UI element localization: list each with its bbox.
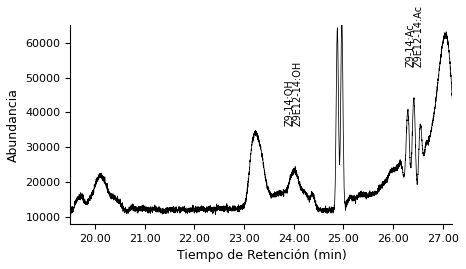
Text: Z9E12-14:OH: Z9E12-14:OH [293,61,302,126]
Text: Z9-14:OH: Z9-14:OH [285,80,295,126]
Y-axis label: Abundancia: Abundancia [7,88,20,162]
Text: Z9E12-14:Ac: Z9E12-14:Ac [414,5,424,67]
Text: Z9-14:Ac: Z9-14:Ac [405,24,415,67]
X-axis label: Tiempo de Retención (min): Tiempo de Retención (min) [177,249,346,262]
